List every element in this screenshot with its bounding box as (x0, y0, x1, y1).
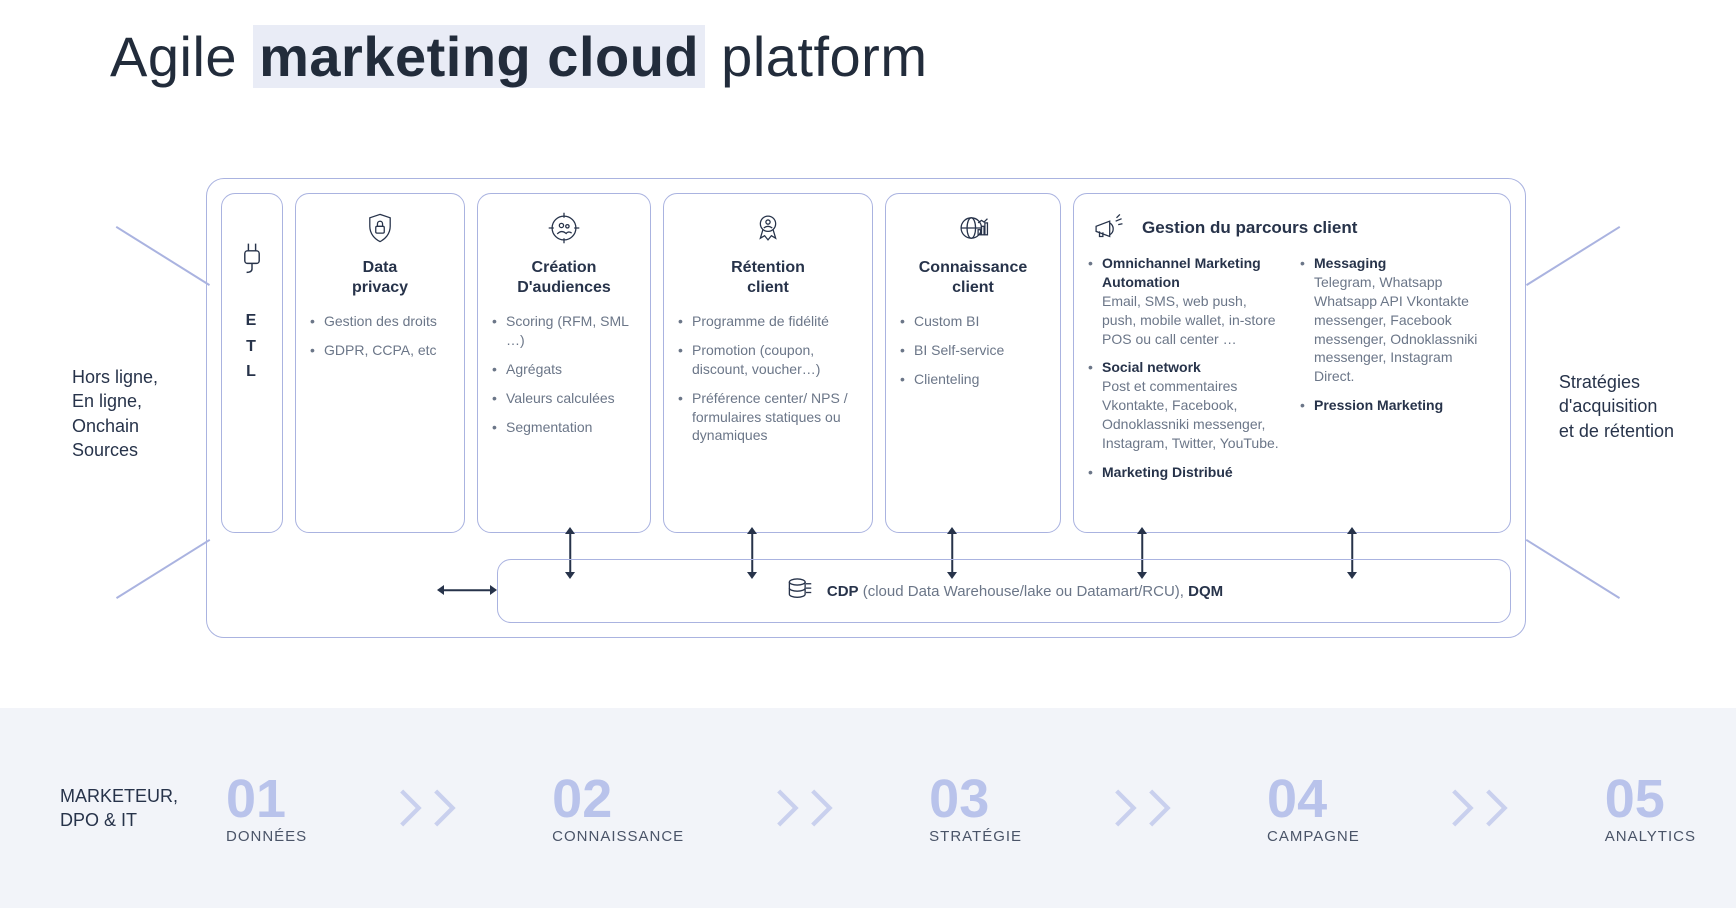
list-item: Agrégats (492, 360, 636, 379)
step-number: 03 (929, 772, 989, 826)
card-retention: Rétentionclient Programme de fidélitéPro… (663, 193, 873, 533)
card-title: Dataprivacy (352, 258, 408, 298)
step: 05 ANALYTICS (1605, 772, 1696, 845)
cdp-bar: CDP (cloud Data Warehouse/lake ou Datama… (497, 559, 1511, 623)
megaphone-icon (1088, 208, 1128, 248)
card-journey: Gestion du parcours client Omnichannel M… (1073, 193, 1511, 533)
list-item: Custom BI (900, 312, 1046, 331)
list-item: Social networkPost et commentaires Vkont… (1088, 358, 1284, 452)
step-number: 01 (226, 772, 286, 826)
lock-shield-icon (360, 208, 400, 248)
list-item: MessagingTelegram, Whatsapp Whatsapp API… (1300, 254, 1496, 386)
etl-label: ETL (246, 308, 259, 385)
step-label: ANALYTICS (1605, 828, 1696, 845)
card-title: Gestion du parcours client (1142, 217, 1357, 238)
list-item: Scoring (RFM, SML …) (492, 312, 636, 350)
card-title: CréationD'audiences (517, 258, 611, 298)
chevron-right-icon (1448, 785, 1516, 831)
step-label: CONNAISSANCE (552, 828, 684, 845)
page-title: Agile marketing cloud platform (110, 24, 927, 89)
step-number: 02 (552, 772, 612, 826)
step-number: 04 (1267, 772, 1327, 826)
card-items: Programme de fidélité Promotion (coupon, … (678, 312, 858, 455)
list-item: Programme de fidélité (678, 312, 858, 331)
list-item: Gestion des droits (310, 312, 450, 331)
globe-chart-icon (953, 208, 993, 248)
band-label: MARKETEUR,DPO & IT (60, 784, 220, 833)
list-item: Marketing Distribué (1088, 463, 1284, 482)
step-label: CAMPAGNE (1267, 828, 1360, 845)
card-items: Custom BI BI Self-service Clienteling (900, 312, 1046, 399)
card-title: Connaissanceclient (919, 258, 1027, 298)
card-audiences: CréationD'audiences Scoring (RFM, SML …)… (477, 193, 651, 533)
chevron-right-icon (396, 785, 464, 831)
step-number: 05 (1605, 772, 1665, 826)
cdp-text: CDP (cloud Data Warehouse/lake ou Datama… (827, 583, 1223, 600)
cdp-muted: (cloud Data Warehouse/lake ou Datamart/R… (859, 583, 1189, 600)
output-strategies-label: Stratégiesd'acquisitionet de rétention (1559, 370, 1674, 443)
steps-row: 01 DONNÉES 02 CONNAISSANCE 03 STRATÉGIE 04 CAMP… (226, 772, 1696, 845)
list-item: Segmentation (492, 418, 636, 437)
journey-right-items: MessagingTelegram, Whatsapp Whatsapp API… (1300, 254, 1496, 415)
list-item: Pression Marketing (1300, 396, 1496, 415)
step: 04 CAMPAGNE (1267, 772, 1360, 845)
title-highlight: marketing cloud (253, 25, 705, 88)
card-items: Gestion des droits GDPR, CCPA, etc (310, 312, 450, 370)
list-item: Préférence center/ NPS / formulaires sta… (678, 389, 858, 446)
target-people-icon (544, 208, 584, 248)
capability-columns: ETL Dataprivacy Gestion des droits GDPR, … (221, 193, 1511, 533)
list-item: Omnichannel Marketing AutomationEmail, S… (1088, 254, 1284, 348)
card-insight: Connaissanceclient Custom BI BI Self-serv… (885, 193, 1061, 533)
step-label: STRATÉGIE (929, 828, 1022, 845)
etl-card: ETL (221, 193, 283, 533)
title-post: platform (705, 25, 927, 88)
cdp-bold: CDP (827, 583, 859, 600)
chevron-right-icon (773, 785, 841, 831)
steps-band: MARKETEUR,DPO & IT 01 DONNÉES 02 CONNAISSAN… (0, 708, 1736, 908)
cdp-bold2: DQM (1188, 583, 1223, 600)
list-item: Clienteling (900, 370, 1046, 389)
badge-person-icon (748, 208, 788, 248)
input-sources-label: Hors ligne,En ligne,OnchainSources (72, 365, 158, 462)
step: 03 STRATÉGIE (929, 772, 1022, 845)
list-item: Valeurs calculées (492, 389, 636, 408)
card-title: Rétentionclient (731, 258, 805, 298)
card-data-privacy: Dataprivacy Gestion des droits GDPR, CCPA… (295, 193, 465, 533)
list-item: Promotion (coupon, discount, voucher…) (678, 341, 858, 379)
title-pre: Agile (110, 25, 253, 88)
plug-icon (232, 238, 272, 278)
connector-line (116, 226, 210, 286)
platform-frame: ETL Dataprivacy Gestion des droits GDPR, … (206, 178, 1526, 638)
step: 01 DONNÉES (226, 772, 307, 845)
step-label: DONNÉES (226, 828, 307, 845)
list-item: GDPR, CCPA, etc (310, 341, 450, 360)
connector-line (1526, 226, 1620, 286)
connector-line (1526, 539, 1620, 599)
chevron-right-icon (1111, 785, 1179, 831)
list-item: BI Self-service (900, 341, 1046, 360)
database-icon (785, 575, 813, 607)
journey-left-items: Omnichannel Marketing AutomationEmail, S… (1088, 254, 1284, 482)
card-items: Scoring (RFM, SML …) Agrégats Valeurs calc… (492, 312, 636, 446)
step: 02 CONNAISSANCE (552, 772, 684, 845)
bi-arrow-horizontal (437, 585, 497, 595)
connector-line (116, 539, 210, 599)
